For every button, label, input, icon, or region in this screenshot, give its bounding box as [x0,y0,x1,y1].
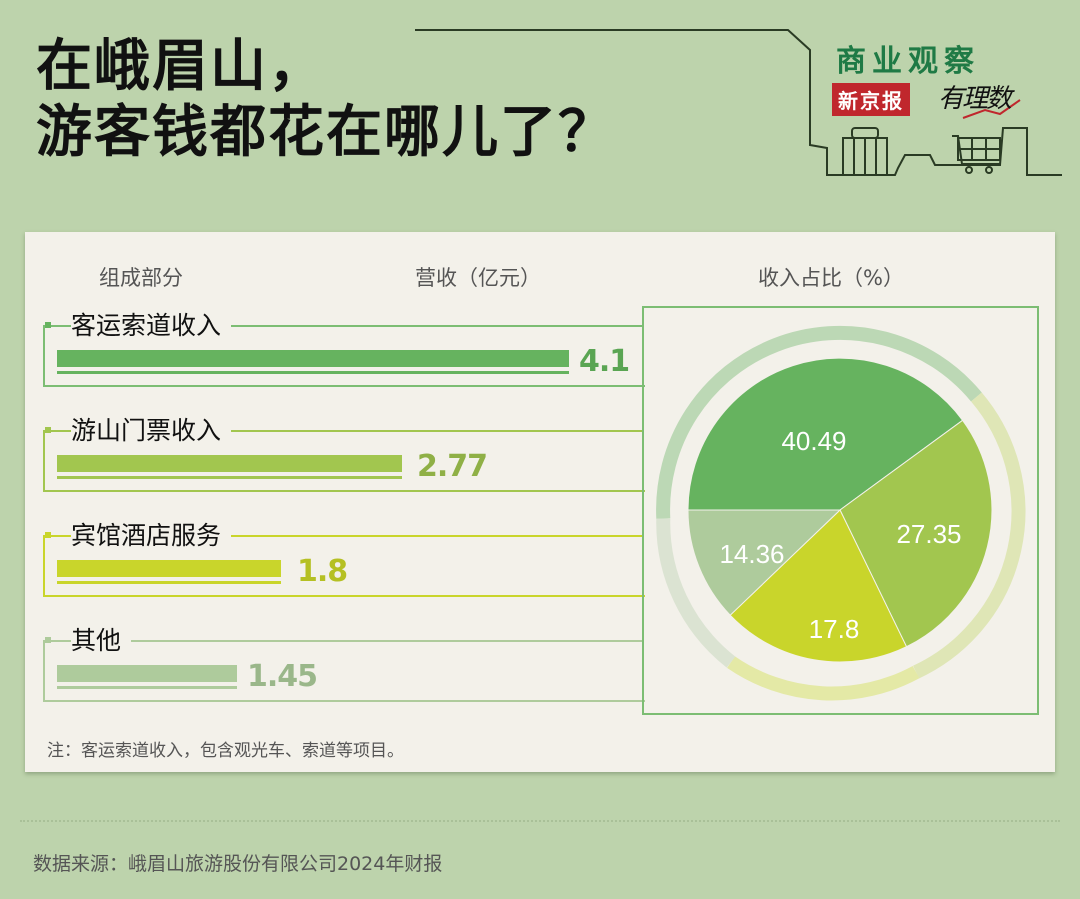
header-revenue: 营收（亿元） [415,266,541,290]
trend-line-icon [962,99,1021,119]
bar [57,455,402,472]
bar-row: 客运索道收入 4.1 [43,306,645,392]
bar-label: 游山门票收入 [71,411,232,447]
header-share: 收入占比（%） [758,266,904,290]
brand-column-title: 商业观察 [836,44,980,79]
brand-paper-logo: 新京报 [832,83,910,116]
page-title: 在峨眉山， 游客钱都花在哪儿了？ [36,34,616,166]
bar-label: 其他 [71,621,132,657]
bar-value: 2.77 [417,449,488,484]
bar-label: 宾馆酒店服务 [71,516,232,552]
pie-chart-frame: 40.49 27.35 17.8 14.36 [642,306,1039,715]
bar-value: 4.1 [579,344,630,379]
shopping-cart-icon [952,135,1001,174]
pie-chart: 40.49 27.35 17.8 14.36 [656,325,1026,701]
divider [20,820,1060,822]
bar [57,665,237,682]
title-line-2: 游客钱都花在哪儿了？ [36,100,616,165]
pie-label: 27.35 [896,519,961,549]
building-icon [842,127,888,176]
pie-label: 17.8 [809,614,860,644]
pie-label: 14.36 [719,539,784,569]
title-line-1: 在峨眉山， [36,34,326,99]
bar-row: 宾馆酒店服务 1.8 [43,516,645,602]
bar [57,560,281,577]
pie-label: 40.49 [781,426,846,456]
skyline-decoration [415,29,1062,176]
header-component: 组成部分 [99,266,183,290]
bar-row: 其他 1.45 [43,621,645,707]
brand-section-logo: 有理数 [938,84,1012,114]
footnote: 注：客运索道收入，包含观光车、索道等项目。 [47,741,404,761]
bar [57,350,569,367]
bar-label: 客运索道收入 [71,306,232,342]
bar-value: 1.45 [247,659,318,694]
data-source: 数据来源：峨眉山旅游股份有限公司2024年财报 [33,853,443,875]
bar-row: 游山门票收入 2.77 [43,411,645,497]
chart-card: 组成部分 营收（亿元） 收入占比（%） 客运索道收入 4.1 游山门票收入 2.… [25,232,1055,772]
bar-value: 1.8 [297,554,348,589]
